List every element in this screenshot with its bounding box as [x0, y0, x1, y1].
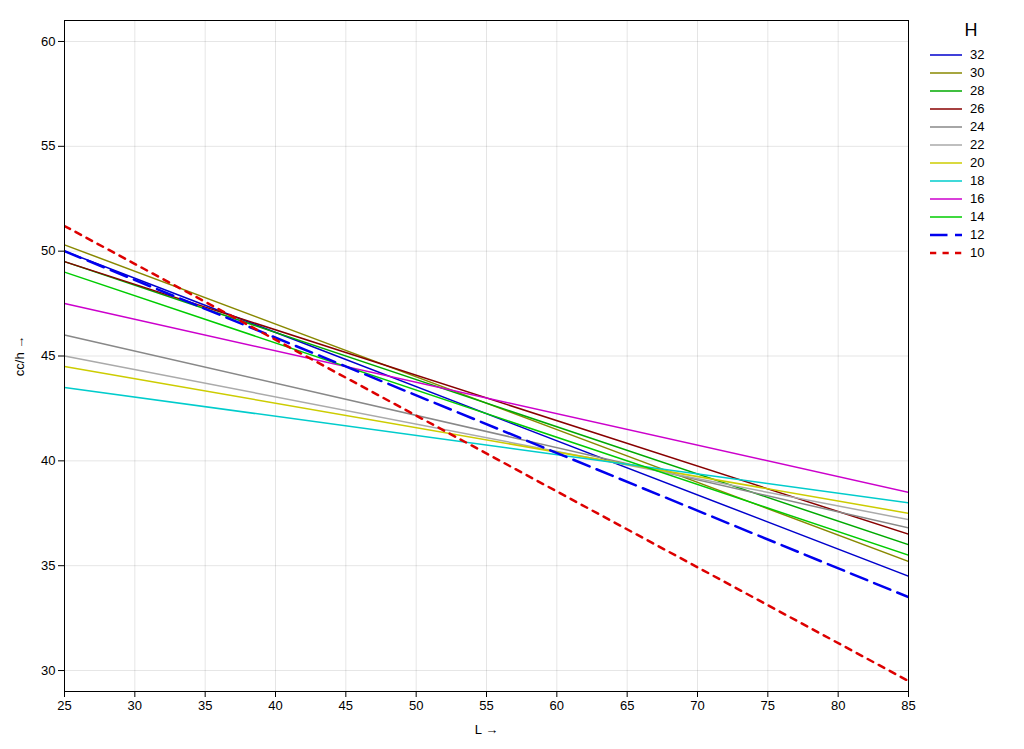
svg-text:40: 40: [268, 698, 282, 713]
svg-text:60: 60: [41, 34, 55, 49]
html-text:10: 10: [970, 245, 985, 260]
svg-text:55: 55: [41, 138, 55, 153]
html-text:28: 28: [970, 83, 985, 98]
svg-text:70: 70: [690, 698, 704, 713]
html-text:22: 22: [970, 137, 985, 152]
svg-text:L →: L →: [475, 722, 498, 737]
svg-text:45: 45: [339, 698, 353, 713]
svg-text:65: 65: [620, 698, 634, 713]
html-text:18: 18: [970, 173, 985, 188]
html-text:32: 32: [970, 47, 985, 62]
svg-text:35: 35: [198, 698, 212, 713]
html-text:20: 20: [970, 155, 985, 170]
html-text:14: 14: [970, 209, 985, 224]
svg-text:75: 75: [761, 698, 775, 713]
svg-text:50: 50: [41, 243, 55, 258]
svg-text:25: 25: [57, 698, 71, 713]
svg-text:60: 60: [550, 698, 564, 713]
html-text:26: 26: [970, 101, 985, 116]
html-text:H: H: [964, 20, 978, 40]
svg-text:30: 30: [41, 663, 55, 678]
html-text:12: 12: [970, 227, 985, 242]
svg-text:50: 50: [409, 698, 423, 713]
svg-text:55: 55: [479, 698, 493, 713]
svg-text:45: 45: [41, 348, 55, 363]
html-text:24: 24: [970, 119, 985, 134]
html-text:16: 16: [970, 191, 985, 206]
html-text:30: 30: [970, 65, 985, 80]
svg-text:40: 40: [41, 453, 55, 468]
svg-text:80: 80: [831, 698, 845, 713]
svg-text:35: 35: [41, 558, 55, 573]
svg-text:cc/h →: cc/h →: [12, 336, 27, 376]
svg-text:85: 85: [901, 698, 915, 713]
svg-text:30: 30: [128, 698, 142, 713]
